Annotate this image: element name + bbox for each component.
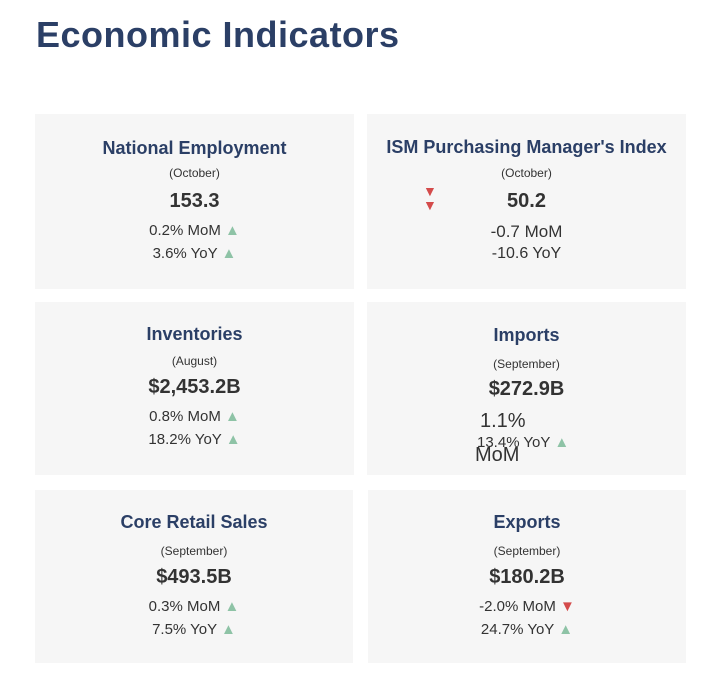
indicator-card-exports: Exports (September) $180.2B -2.0% MoM ▼ …: [368, 490, 686, 663]
triangle-down-icon: ▼: [423, 197, 437, 213]
indicator-card-national-employment: National Employment (October) 153.3 0.2%…: [35, 114, 354, 289]
card-period: (October): [501, 166, 552, 180]
card-mom: -0.7 MoM: [490, 222, 563, 241]
card-mom-text: 0.8% MoM: [149, 408, 221, 425]
triangle-down-icon: ▼: [560, 598, 575, 615]
card-yoy-text: 18.2% YoY: [148, 431, 222, 448]
card-value: $180.2B: [489, 566, 565, 588]
card-title: National Employment: [102, 138, 287, 158]
card-period: (September): [160, 544, 228, 558]
triangle-up-icon: ▲: [221, 245, 237, 262]
indicator-card-imports: Imports (September) $272.9B 1.1% 13.4% Y…: [367, 302, 686, 475]
card-title: Imports: [493, 325, 560, 345]
triangle-up-icon: ▲: [221, 621, 236, 638]
triangle-up-icon: ▲: [224, 598, 240, 615]
triangle-up-icon: ▲: [554, 434, 570, 451]
card-title: Exports: [493, 512, 561, 532]
card-period: (August): [171, 354, 218, 368]
page-title: Economic Indicators: [36, 14, 400, 55]
card-yoy-text: 24.7% YoY: [480, 621, 555, 638]
card-value: 153.3: [169, 190, 220, 212]
triangle-up-icon: ▲: [225, 222, 240, 239]
card-yoy-text: 3.6% YoY: [152, 245, 218, 262]
card-period: (September): [493, 544, 561, 558]
triangle-up-icon: ▲: [225, 408, 240, 425]
triangle-up-icon: ▲: [558, 621, 574, 638]
indicator-card-core-retail-sales: Core Retail Sales (September) $493.5B 0.…: [35, 490, 353, 663]
card-mom: 0.3% MoM ▲: [35, 598, 353, 615]
card-title: Inventories: [146, 324, 243, 344]
card-yoy: 18.2% YoY ▲: [35, 431, 354, 448]
indicator-card-inventories: Inventories (August) $2,453.2B 0.8% MoM …: [35, 302, 354, 475]
card-mom: 0.2% MoM ▲: [35, 222, 354, 239]
card-mom-text: 0.3% MoM: [148, 598, 221, 615]
card-mom: -2.0% MoM ▼: [368, 598, 686, 615]
card-period: (September): [493, 357, 560, 371]
card-mom: 0.8% MoM ▲: [35, 408, 354, 425]
card-yoy: 3.6% YoY ▲: [35, 245, 354, 262]
card-yoy: 7.5% YoY ▲: [35, 621, 353, 638]
card-mom-text: 0.2% MoM: [149, 222, 221, 239]
card-value: $493.5B: [156, 566, 232, 588]
card-period: (October): [169, 166, 220, 180]
card-value: $272.9B: [488, 378, 565, 400]
card-yoy: 13.4% YoY ▲: [477, 434, 569, 451]
triangle-down-icon: ▼: [423, 183, 437, 199]
card-mom-unit: MoM: [475, 444, 520, 466]
card-value: 50.2: [507, 190, 546, 212]
card-yoy-text: 7.5% YoY: [152, 621, 217, 638]
card-yoy: -10.6 YoY: [491, 245, 562, 262]
card-title: ISM Purchasing Manager's Index: [386, 137, 667, 157]
card-yoy-text: 13.4% YoY: [477, 434, 551, 451]
card-value: $2,453.2B: [148, 376, 241, 398]
card-title: Core Retail Sales: [120, 512, 268, 532]
card-yoy: 24.7% YoY ▲: [368, 621, 686, 638]
card-mom-text: -2.0% MoM: [479, 598, 556, 615]
triangle-up-icon: ▲: [225, 431, 241, 448]
indicator-card-ism-pmi: ISM Purchasing Manager's Index (October)…: [367, 114, 686, 289]
card-mom-number: 1.1%: [480, 410, 526, 432]
